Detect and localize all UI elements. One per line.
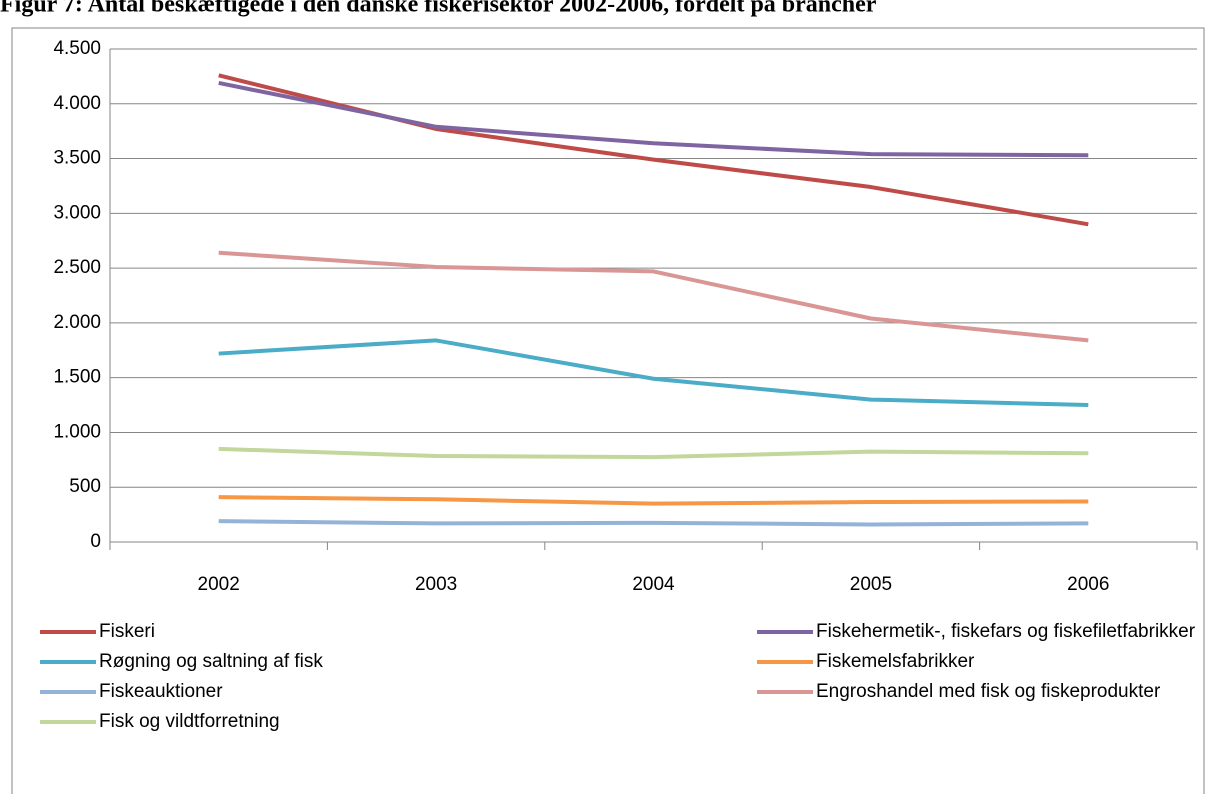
y-tick-label: 3.000 <box>53 202 101 223</box>
y-tick-label: 2.000 <box>53 312 101 333</box>
chart-frame <box>11 27 1205 794</box>
legend-label: Røgning og saltning af fisk <box>99 651 323 672</box>
legend-label: Fiskemelsfabrikker <box>816 651 975 672</box>
legend-label: Fisk og vildtforretning <box>99 711 280 732</box>
x-tick-label: 2006 <box>1067 574 1109 595</box>
series-line <box>218 81 1089 158</box>
legend-label: Engroshandel med fisk og fiskeprodukter <box>816 681 1161 702</box>
y-tick-label: 0 <box>90 531 101 552</box>
x-tick-label: 2002 <box>198 574 240 595</box>
x-tick-label: 2003 <box>415 574 457 595</box>
y-tick-label: 4.500 <box>53 38 101 59</box>
x-tick-label: 2004 <box>632 574 675 595</box>
y-tick-label: 2.500 <box>53 257 101 278</box>
legend-label: Fiskeri <box>99 621 155 642</box>
chart-title: Figur 7: Antal beskæftigede i den danske… <box>0 0 877 18</box>
series-line <box>218 338 1089 408</box>
y-tick-label: 1.000 <box>53 421 101 442</box>
legend-label: Fiskehermetik-, fiskefars og fiskefiletf… <box>816 621 1196 642</box>
x-tick-label: 2005 <box>850 574 892 595</box>
series-line <box>218 250 1089 343</box>
series-line <box>218 446 1089 460</box>
y-tick-label: 500 <box>69 476 101 497</box>
series-line <box>218 495 1089 506</box>
y-tick-label: 4.000 <box>53 93 101 114</box>
y-tick-label: 3.500 <box>53 148 101 169</box>
y-tick-label: 1.500 <box>53 367 101 388</box>
legend-label: Fiskeauktioner <box>99 681 223 702</box>
series-line <box>218 519 1089 527</box>
